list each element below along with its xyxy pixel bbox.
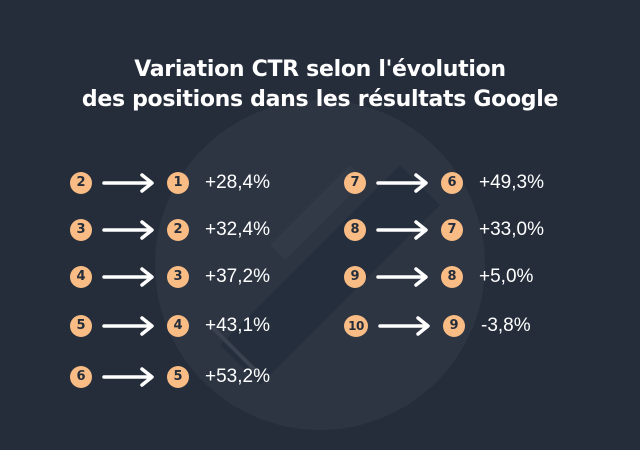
list-item: 4 3 +37,2%	[70, 263, 270, 291]
to-position-badge: 5	[167, 366, 189, 388]
ctr-change-value: +37,2%	[205, 266, 270, 287]
to-position-badge: 6	[441, 172, 463, 194]
to-position-badge: 1	[167, 172, 189, 194]
to-position-badge: 7	[441, 219, 463, 241]
list-item: 2 1 +28,4%	[70, 169, 270, 197]
ctr-change-value: +5,0%	[479, 266, 534, 287]
ctr-change-value: +33,0%	[479, 219, 544, 240]
to-position-badge: 3	[167, 266, 189, 288]
right-arrow-icon	[102, 172, 158, 194]
right-arrow-icon	[376, 266, 432, 288]
from-position-badge: 2	[70, 172, 92, 194]
from-position-badge: 8	[344, 219, 366, 241]
right-arrow-icon	[102, 366, 158, 388]
right-arrow-icon	[102, 315, 158, 337]
list-item: 10 9 -3,8%	[344, 312, 531, 340]
right-arrow-icon	[376, 172, 432, 194]
ctr-change-value: -3,8%	[481, 315, 531, 336]
from-position-badge: 4	[70, 266, 92, 288]
right-arrow-icon	[378, 315, 434, 337]
list-item: 6 5 +53,2%	[70, 363, 270, 391]
list-item: 8 7 +33,0%	[344, 216, 544, 244]
from-position-badge: 5	[70, 315, 92, 337]
list-item: 7 6 +49,3%	[344, 169, 544, 197]
page-title: Variation CTR selon l'évolution des posi…	[0, 55, 640, 115]
list-item: 3 2 +32,4%	[70, 216, 270, 244]
right-arrow-icon	[102, 266, 158, 288]
to-position-badge: 9	[443, 315, 465, 337]
from-position-badge: 9	[344, 266, 366, 288]
ctr-change-value: +32,4%	[205, 219, 270, 240]
from-position-badge: 10	[344, 315, 368, 337]
ctr-change-value: +28,4%	[205, 172, 270, 193]
to-position-badge: 2	[167, 219, 189, 241]
right-arrow-icon	[102, 219, 158, 241]
from-position-badge: 6	[70, 366, 92, 388]
title-line-1: Variation CTR selon l'évolution	[134, 57, 506, 82]
list-item: 9 8 +5,0%	[344, 263, 533, 291]
list-item: 5 4 +43,1%	[70, 312, 270, 340]
title-line-2: des positions dans les résultats Google	[81, 87, 559, 112]
to-position-badge: 8	[441, 266, 463, 288]
from-position-badge: 7	[344, 172, 366, 194]
right-arrow-icon	[376, 219, 432, 241]
ctr-change-value: +43,1%	[205, 315, 270, 336]
from-position-badge: 3	[70, 219, 92, 241]
to-position-badge: 4	[167, 315, 189, 337]
ctr-change-value: +49,3%	[479, 172, 544, 193]
ctr-change-value: +53,2%	[205, 366, 270, 387]
